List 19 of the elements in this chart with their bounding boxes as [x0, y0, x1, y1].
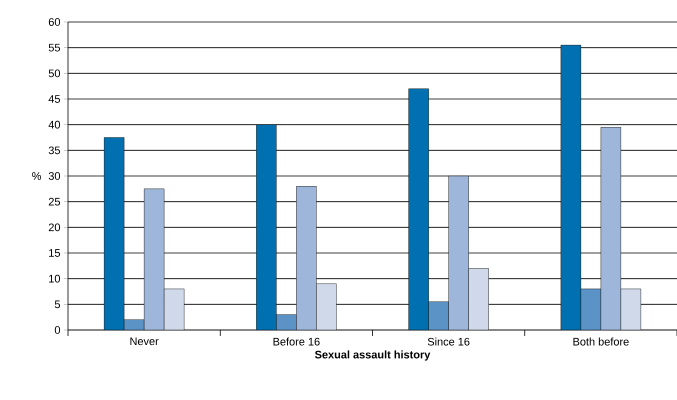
- y-axis-title: %: [32, 172, 42, 180]
- x-tick-label: Never: [130, 338, 159, 346]
- x-tick-label: Both before: [573, 338, 629, 346]
- y-tick-label: 35: [48, 146, 60, 154]
- y-tick-label: 10: [49, 274, 60, 283]
- y-tick-label: 55: [48, 44, 60, 52]
- y-tick-label: 60: [48, 18, 60, 26]
- y-tick-label: 25: [48, 198, 60, 206]
- y-tick-label: 40: [48, 120, 60, 129]
- x-axis-title: Sexual assault history: [314, 350, 430, 361]
- x-tick-label: Before 16: [274, 338, 320, 346]
- y-tick-label: 0: [54, 326, 60, 334]
- y-tick-label: 20: [48, 223, 60, 232]
- y-tick-label: 45: [48, 95, 60, 103]
- y-tick-label: 50: [48, 69, 60, 78]
- y-tick-label: 30: [48, 172, 60, 180]
- x-tick-label: Since 16: [428, 338, 470, 346]
- y-tick-label: 15: [49, 249, 60, 257]
- y-tick-label: 5: [54, 300, 60, 308]
